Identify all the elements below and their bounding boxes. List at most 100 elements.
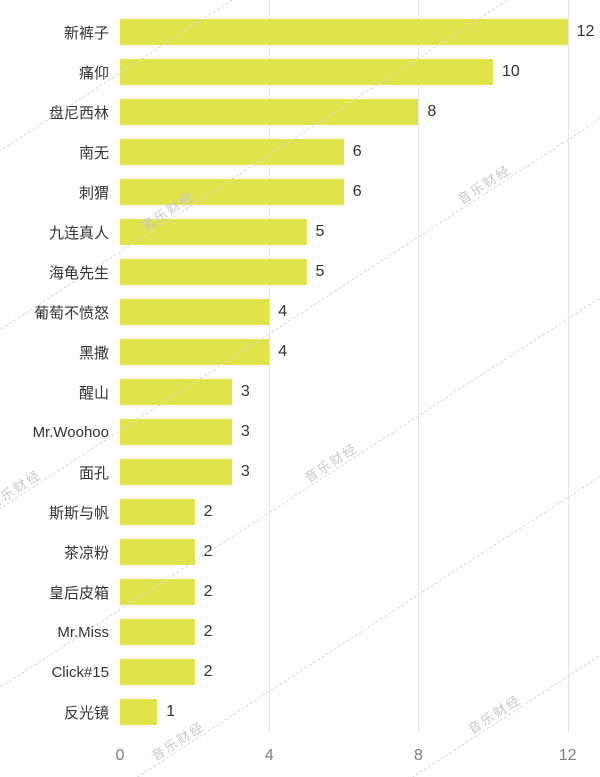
category-label: 新裤子	[63, 24, 109, 42]
bar-area: 4	[120, 292, 600, 332]
category-label: 醒山	[78, 384, 109, 402]
bar	[120, 59, 493, 85]
category-label: 海龟先生	[48, 264, 109, 282]
value-label: 3	[240, 383, 250, 400]
value-label: 2	[203, 503, 213, 520]
bar	[120, 139, 344, 165]
bar-row: 面孔 3	[0, 452, 600, 492]
category-label: 反光镜	[63, 704, 109, 722]
bar-row: 刺猬 6	[0, 172, 600, 212]
value-label: 5	[315, 263, 325, 280]
bar-row: 九连真人 5	[0, 212, 600, 252]
bar	[120, 499, 195, 525]
bar	[120, 659, 195, 685]
value-label: 6	[352, 183, 362, 200]
x-axis-tick-label: 0	[115, 747, 125, 764]
category-label: Mr.Woohoo	[32, 423, 109, 441]
value-label: 2	[203, 583, 213, 600]
bar-row: 茶凉粉 2	[0, 532, 600, 572]
x-axis-tick-label: 12	[558, 747, 577, 764]
bar-area: 2	[120, 572, 600, 612]
bar-row: Click#15 2	[0, 652, 600, 692]
bar	[120, 579, 195, 605]
bar-row: 斯斯与帆 2	[0, 492, 600, 532]
value-label: 3	[240, 423, 250, 440]
bar-area: 4	[120, 332, 600, 372]
bar	[120, 219, 307, 245]
category-label: 葡萄不愤怒	[33, 304, 109, 322]
value-label: 3	[240, 463, 250, 480]
bar-area: 1	[120, 692, 600, 732]
bar	[120, 539, 195, 565]
category-label: 皇后皮箱	[48, 584, 109, 602]
x-axis-tick-label: 4	[264, 747, 274, 764]
value-label: 2	[203, 543, 213, 560]
category-label: 刺猬	[78, 184, 109, 202]
bar	[120, 619, 195, 645]
bar-row: 盘尼西林 8	[0, 92, 600, 132]
bar-row: 醒山 3	[0, 372, 600, 412]
bar-row: Mr.Miss 2	[0, 612, 600, 652]
bar	[120, 459, 232, 485]
x-axis: 0 4 8 12	[116, 747, 600, 771]
category-label: 九连真人	[48, 224, 109, 242]
value-label: 2	[203, 663, 213, 680]
value-label: 6	[352, 143, 362, 160]
category-label: 南无	[78, 144, 109, 162]
bar-area: 2	[120, 492, 600, 532]
bar	[120, 19, 568, 45]
bar	[120, 179, 344, 205]
bar-row: 海龟先生 5	[0, 252, 600, 292]
value-label: 8	[427, 103, 437, 120]
bars-layer: 新裤子 12 痛仰 10 盘尼西林 8 南无 6 刺猬 6 九连真人 5 海龟先生 5 葡萄不愤怒 4 黑撒 4 醒…	[0, 12, 600, 732]
bar-row: 黑撒 4	[0, 332, 600, 372]
gridline	[418, 0, 420, 733]
bar	[120, 339, 270, 365]
bar	[120, 299, 270, 325]
category-label: 面孔	[78, 464, 109, 482]
value-label: 12	[576, 23, 595, 40]
value-label: 4	[278, 303, 288, 320]
bar-row: 南无 6	[0, 132, 600, 172]
bar	[120, 259, 307, 285]
gridline	[567, 0, 569, 733]
bar-row: 皇后皮箱 2	[0, 572, 600, 612]
bar	[120, 699, 158, 725]
bar-area: 5	[120, 212, 600, 252]
value-label: 2	[203, 623, 213, 640]
category-label: Click#15	[51, 663, 109, 681]
category-label: 痛仰	[78, 64, 109, 82]
bar-area: 2	[120, 652, 600, 692]
bar-row: 痛仰 10	[0, 52, 600, 92]
value-label: 1	[166, 703, 176, 720]
value-label: 10	[502, 63, 520, 80]
bar	[120, 419, 232, 445]
category-label: 盘尼西林	[48, 104, 109, 122]
bar-area: 2	[120, 612, 600, 652]
bar-area: 5	[120, 252, 600, 292]
bar	[120, 99, 419, 125]
category-label: 斯斯与帆	[48, 504, 109, 522]
bar-area: 3	[120, 412, 600, 452]
bar-area: 3	[120, 372, 600, 412]
category-label: Mr.Miss	[57, 623, 109, 641]
category-label: 茶凉粉	[63, 544, 109, 562]
bar-area: 6	[120, 132, 600, 172]
bar-row: 反光镜 1	[0, 692, 600, 732]
bar-area: 6	[120, 172, 600, 212]
bar-area: 3	[120, 452, 600, 492]
bar-area: 2	[120, 532, 600, 572]
value-label: 5	[315, 223, 325, 240]
bar-row: Mr.Woohoo 3	[0, 412, 600, 452]
bar-area: 10	[120, 52, 600, 92]
gridline	[269, 0, 271, 733]
bar-row: 新裤子 12	[0, 12, 600, 52]
x-axis-tick-label: 8	[413, 747, 423, 764]
bar-row: 葡萄不愤怒 4	[0, 292, 600, 332]
bar-area: 12	[120, 12, 600, 52]
value-label: 4	[278, 343, 288, 360]
category-label: 黑撒	[78, 344, 109, 362]
bar-area: 8	[120, 92, 600, 132]
bar	[120, 379, 232, 405]
